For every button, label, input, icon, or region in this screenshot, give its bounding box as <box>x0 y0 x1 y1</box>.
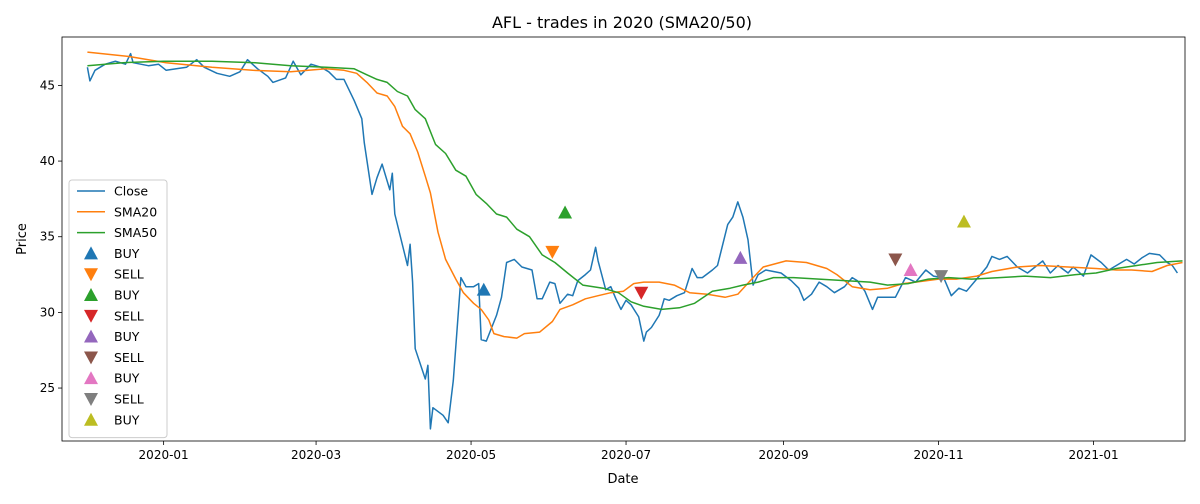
legend-swatch <box>84 393 98 406</box>
legend-swatch <box>84 371 98 385</box>
legend-label: SELL <box>114 392 144 407</box>
y-tick-label: 35 <box>40 230 55 244</box>
trade-marker-buy <box>558 205 573 219</box>
legend: Close SMA20 SMA50 BUY SELL BUY SELL BUY SELL BUY S… <box>68 179 168 439</box>
plot-content <box>86 51 1183 430</box>
x-tick-label: 2020-03 <box>291 448 341 462</box>
legend-label: SMA50 <box>114 225 157 240</box>
legend-label: Close <box>114 184 148 199</box>
x-tick-label: 2020-05 <box>446 448 496 462</box>
x-tick-label: 2020-07 <box>601 448 651 462</box>
trade-marker-sell <box>634 286 649 300</box>
y-tick-label: 40 <box>40 154 55 168</box>
trade-marker-buy <box>956 214 971 228</box>
legend-label: SMA20 <box>114 204 157 219</box>
legend-swatch <box>84 309 98 323</box>
legend-label: SELL <box>114 308 144 323</box>
x-axis: 2020-01 2020-03 2020-05 2020-07 2020-09 2020-… <box>139 441 1119 462</box>
y-axis: 25 30 35 40 45 <box>40 78 62 395</box>
legend-label: SELL <box>114 267 144 282</box>
chart-title: AFL - trades in 2020 (SMA20/50) <box>492 13 752 32</box>
legend-label: SELL <box>114 350 144 365</box>
legend-box <box>68 179 168 439</box>
legend-label: BUY <box>114 371 140 386</box>
legend-label: BUY <box>114 412 140 427</box>
y-tick-label: 25 <box>40 381 55 395</box>
trade-marker-buy <box>733 250 748 264</box>
x-tick-label: 2020-01 <box>139 448 189 462</box>
trade-marker-sell <box>934 270 949 284</box>
legend-swatch <box>84 412 98 426</box>
plot-frame <box>61 36 1186 442</box>
trade-marker-buy <box>903 263 918 276</box>
series-line-close <box>86 52 1179 430</box>
series-line-sma50 <box>87 60 1183 311</box>
legend-label: BUY <box>114 246 140 261</box>
x-tick-label: 2020-11 <box>913 448 963 462</box>
legend-swatch <box>84 288 98 301</box>
series-line-sma20 <box>87 51 1183 339</box>
legend-swatch <box>84 246 98 260</box>
legend-swatch <box>84 329 98 343</box>
x-tick-label: 2021-01 <box>1068 448 1118 462</box>
y-tick-label: 30 <box>40 305 55 319</box>
x-axis-label: Date <box>607 472 638 487</box>
y-tick-label: 45 <box>40 78 55 92</box>
legend-label: BUY <box>114 288 140 303</box>
trade-marker-sell <box>888 253 903 267</box>
legend-swatch <box>84 351 98 365</box>
trade-marker-sell <box>545 245 560 259</box>
legend-label: BUY <box>114 329 140 344</box>
trade-marker-buy <box>476 282 491 296</box>
y-axis-label: Price <box>15 223 30 255</box>
x-tick-label: 2020-09 <box>758 448 808 462</box>
legend-swatch <box>84 268 98 282</box>
